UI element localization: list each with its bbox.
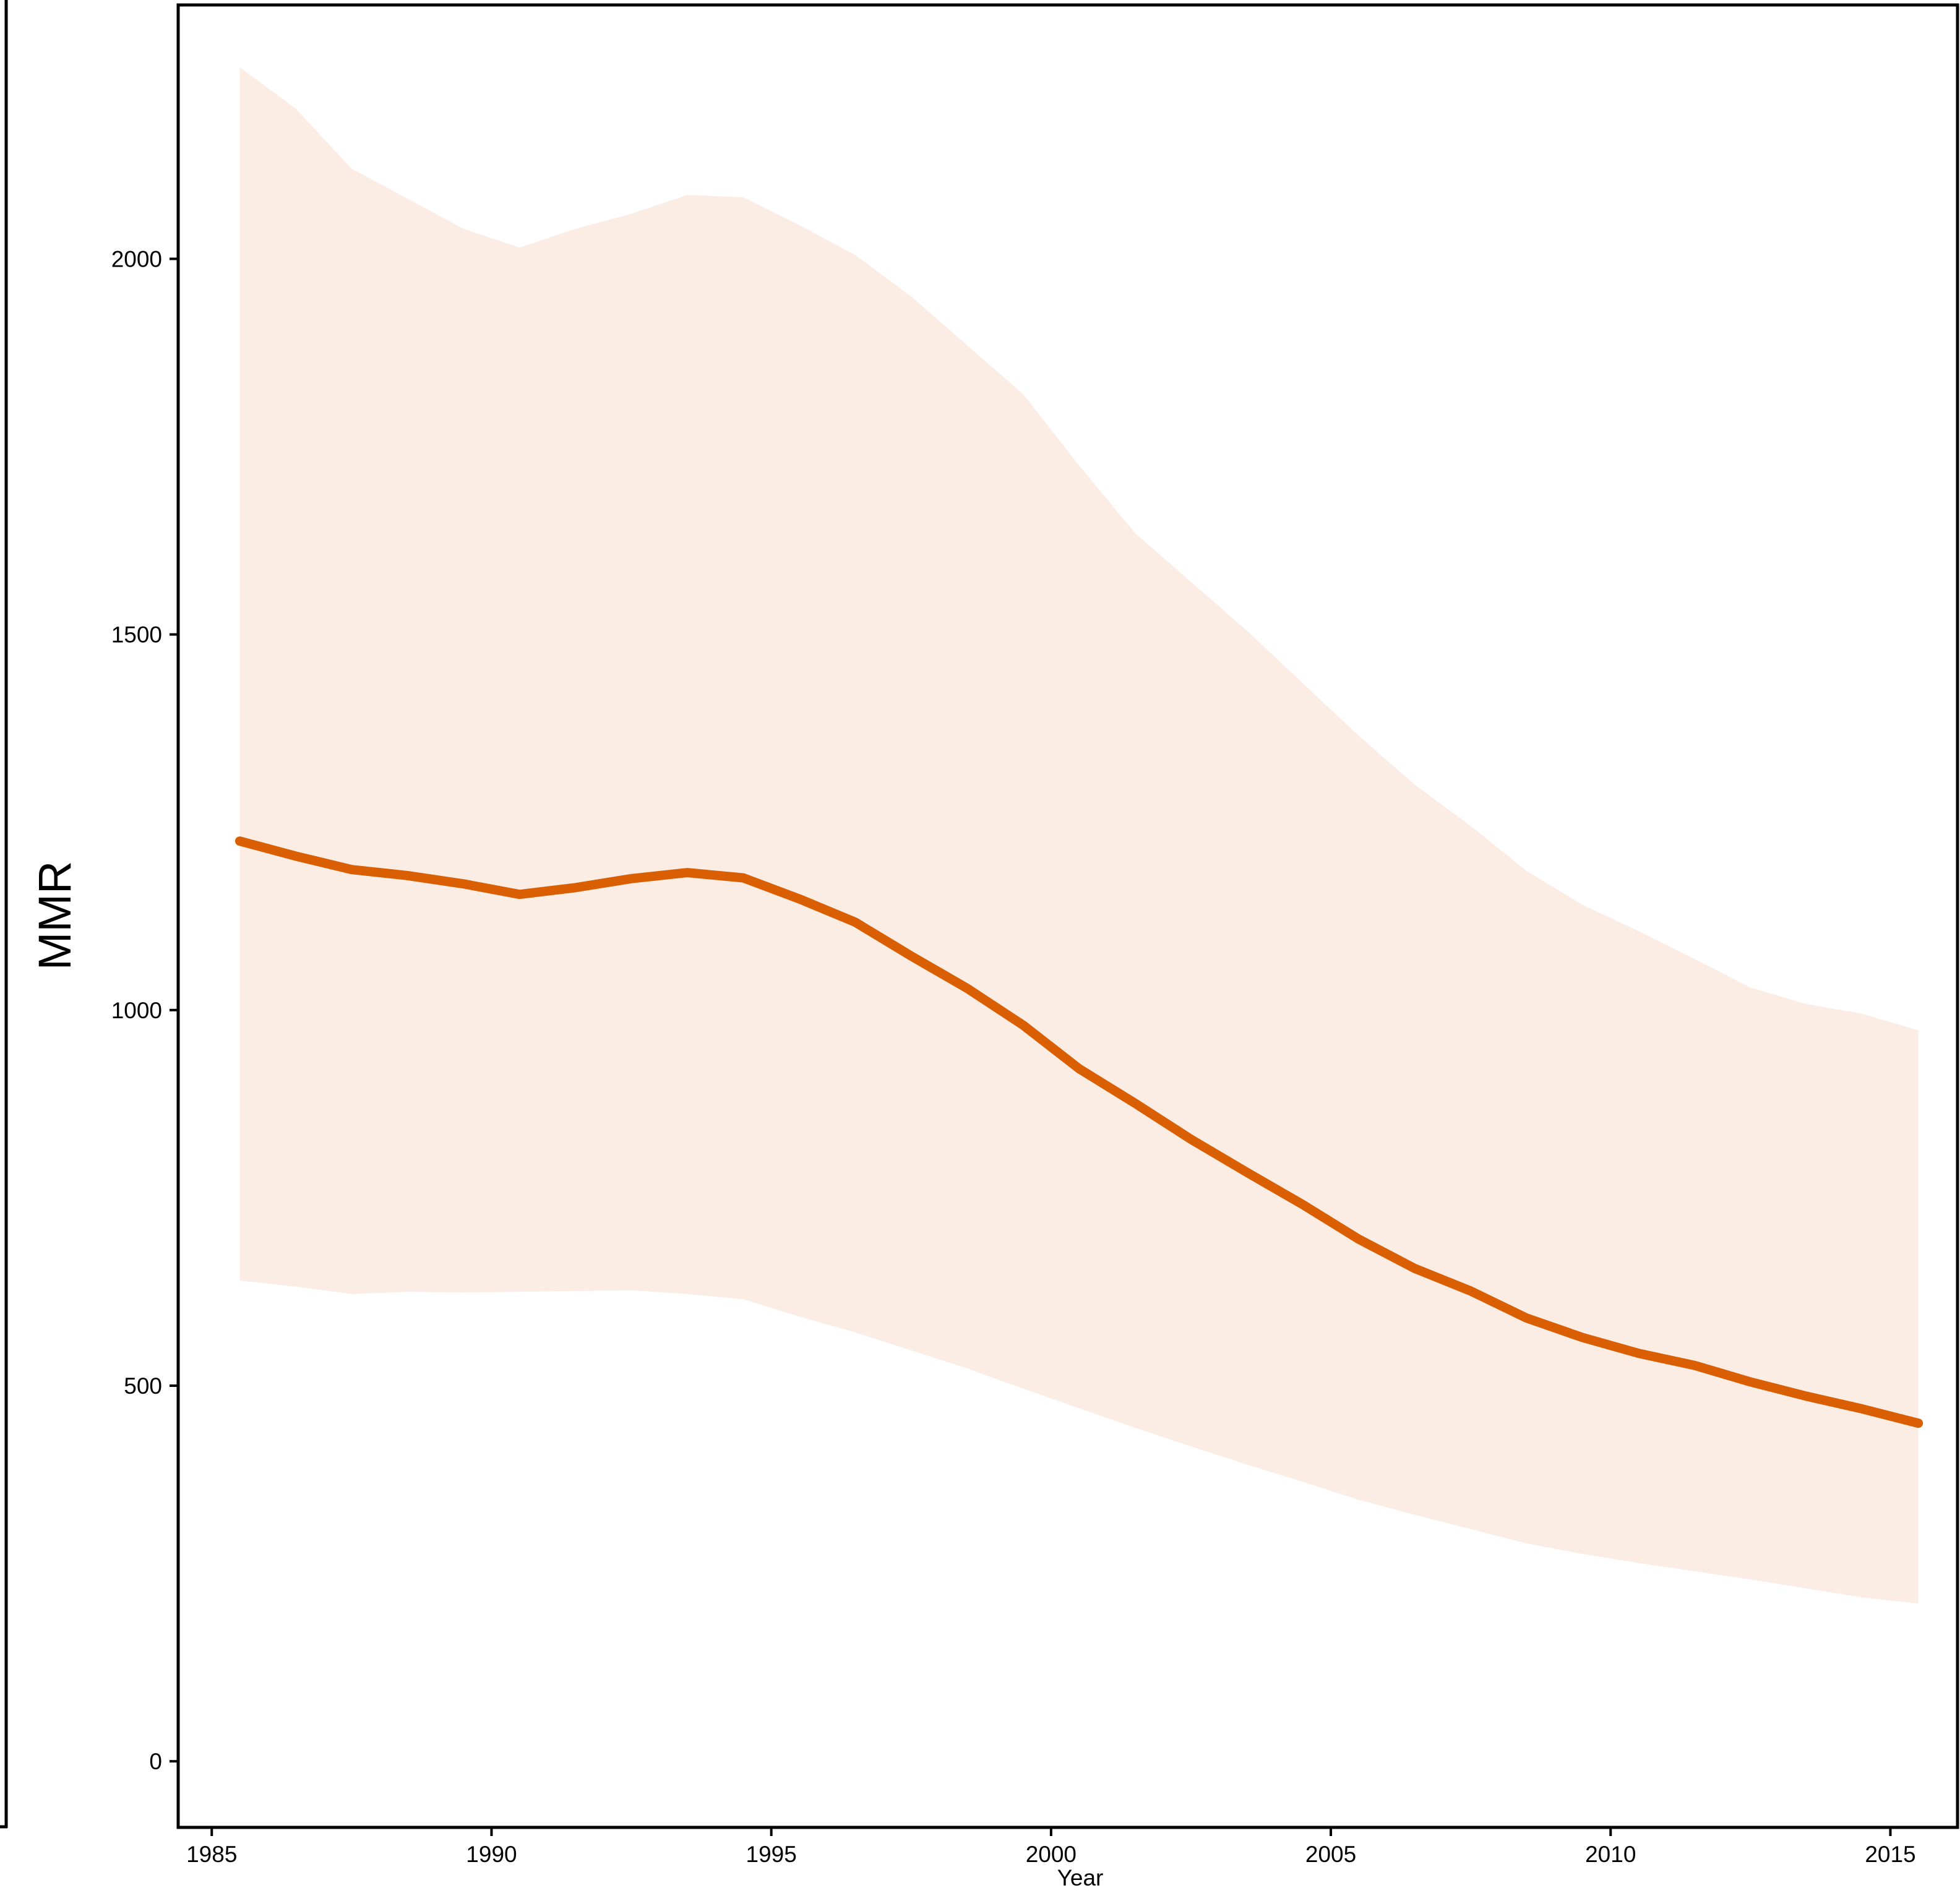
- x-tick-label: 2000: [1026, 1842, 1077, 1867]
- x-axis-title: Year: [1057, 1865, 1104, 1890]
- plot-frame: [176, 3, 1959, 1829]
- confidence-band: [239, 67, 1919, 1604]
- y-tick-label: 2000: [111, 246, 162, 272]
- y-axis-title: MMR: [29, 861, 80, 971]
- x-tick-label: 1995: [746, 1842, 797, 1867]
- y-tick-label: 1500: [111, 622, 162, 648]
- y-tick-label: 0: [149, 1749, 162, 1774]
- y-tick-label: 500: [124, 1373, 162, 1399]
- mmr-line: [235, 836, 1923, 1428]
- x-tick-label: 2005: [1305, 1842, 1356, 1867]
- x-tick-label: 2015: [1865, 1842, 1915, 1867]
- y-tick-label: 1000: [111, 998, 162, 1023]
- x-tick-label: 1990: [466, 1842, 517, 1867]
- x-axis-ticks: 1985 1990 1995 2000 2005 2010 2015: [186, 1827, 1916, 1867]
- x-tick-label: 2010: [1585, 1842, 1636, 1867]
- y-axis-ticks: 0 500 1000 1500 2000: [111, 246, 178, 1774]
- plot-area: [235, 67, 1923, 1604]
- x-tick-label: 1985: [186, 1842, 237, 1867]
